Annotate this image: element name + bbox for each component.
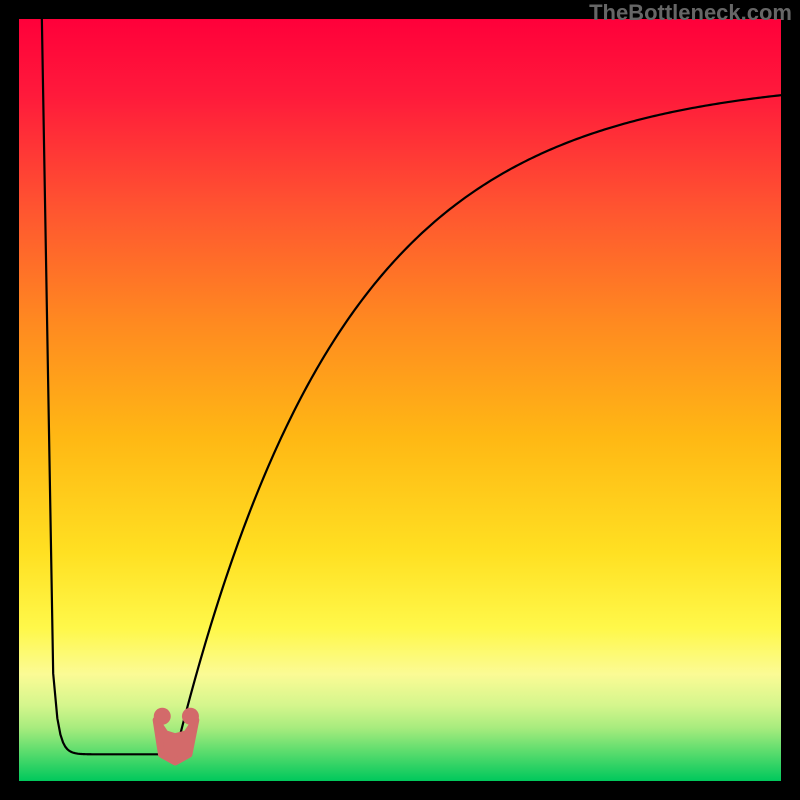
min-marker-dot <box>154 708 171 725</box>
chart-container: TheBottleneck.com <box>0 0 800 800</box>
bottleneck-chart <box>0 0 800 800</box>
min-marker-dot <box>182 708 199 725</box>
plot-background <box>19 19 781 781</box>
